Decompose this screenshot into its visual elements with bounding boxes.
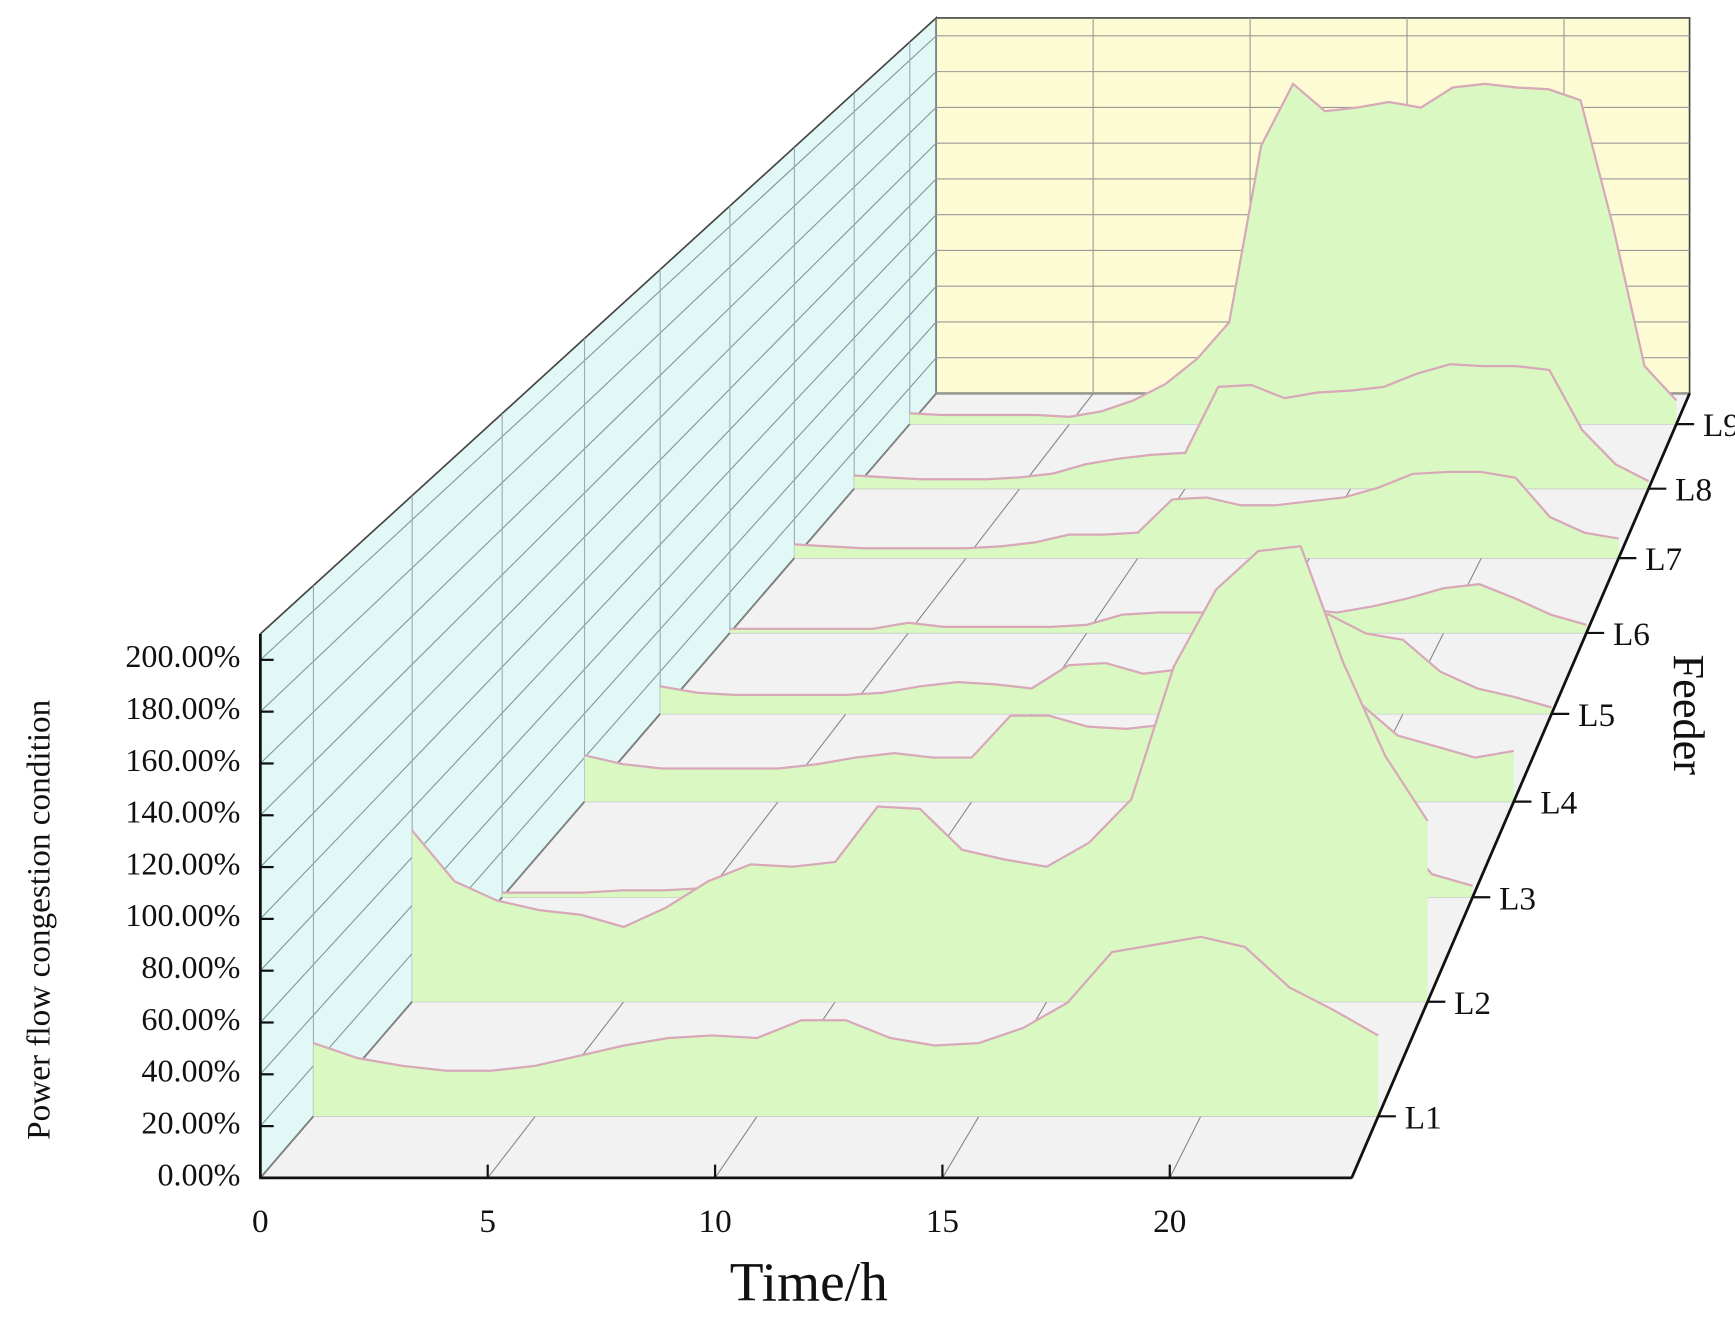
y-tick-label: 0.00% xyxy=(157,1156,240,1192)
series-line xyxy=(411,544,1429,929)
z-tick-label: L9 xyxy=(1703,407,1735,444)
x-tick-label: 15 xyxy=(926,1203,959,1240)
series-line xyxy=(660,613,1552,709)
grid-line xyxy=(259,250,937,972)
area xyxy=(412,546,1428,1002)
z-tick-label: L4 xyxy=(1540,785,1577,822)
y-tick-label: 120.00% xyxy=(125,845,240,881)
z-axis xyxy=(1350,392,1691,1179)
y-tick-label: 60.00% xyxy=(141,1001,240,1037)
grid-line xyxy=(259,178,937,868)
y-tick-label: 180.00% xyxy=(125,690,240,726)
grid-line xyxy=(259,106,937,764)
z-tick-label: L3 xyxy=(1499,880,1536,917)
grid-line xyxy=(259,35,937,661)
area xyxy=(794,471,1619,559)
y-tick-label: 20.00% xyxy=(141,1104,240,1140)
area xyxy=(909,83,1677,425)
y-tick-label: 140.00% xyxy=(125,794,240,830)
series-line xyxy=(794,470,1619,550)
series-line xyxy=(313,935,1379,1072)
x-tick-label: 5 xyxy=(479,1203,496,1240)
x-tick-label: 20 xyxy=(1153,1203,1186,1240)
series-line xyxy=(854,363,1650,483)
z-axis-title: Feeder xyxy=(1664,655,1713,776)
area xyxy=(729,584,1587,633)
x-tick-label: 10 xyxy=(698,1203,731,1240)
grid-line xyxy=(259,71,937,713)
y-tick-label: 200.00% xyxy=(125,638,240,674)
grid-line xyxy=(259,142,937,816)
z-tick-label: L5 xyxy=(1578,697,1615,734)
series-line xyxy=(729,583,1587,630)
grid-line xyxy=(259,321,937,1075)
x-tick-label: 0 xyxy=(252,1203,269,1240)
grid-line xyxy=(259,285,937,1023)
y-tick-label: 40.00% xyxy=(141,1053,240,1089)
z-tick-label: L7 xyxy=(1645,541,1682,578)
y-tick-label: 100.00% xyxy=(125,897,240,933)
y-tick-label: 160.00% xyxy=(125,742,240,778)
z-tick-label: L6 xyxy=(1613,616,1650,653)
z-tick-label: L8 xyxy=(1675,472,1712,509)
y-tick-label: 80.00% xyxy=(141,949,240,985)
z-tick-label: L1 xyxy=(1405,1099,1442,1136)
grid-line xyxy=(259,214,937,920)
grid-line xyxy=(259,357,937,1127)
area xyxy=(313,936,1379,1117)
z-tick-label: L2 xyxy=(1454,985,1491,1022)
y-axis-title: Power flow congestion condition xyxy=(21,699,58,1139)
series-line xyxy=(909,82,1678,418)
x-axis-title: Time/h xyxy=(730,1251,888,1312)
area xyxy=(854,364,1649,489)
